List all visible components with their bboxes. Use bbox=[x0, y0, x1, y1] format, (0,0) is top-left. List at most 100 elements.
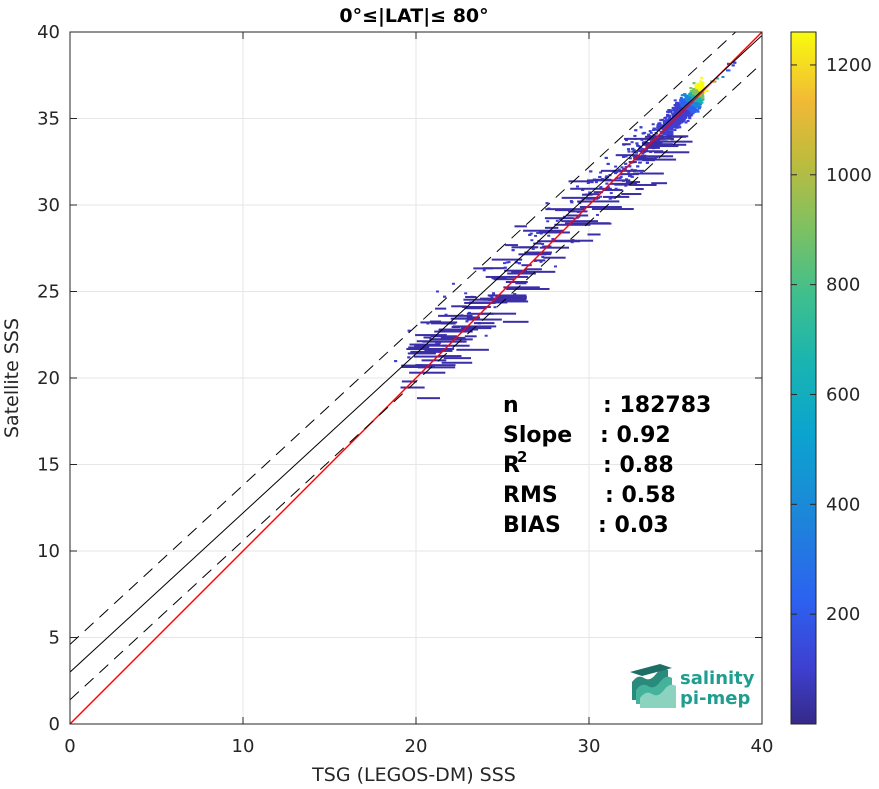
density-cell bbox=[514, 225, 527, 228]
density-cell bbox=[490, 296, 494, 299]
density-cell bbox=[515, 282, 527, 285]
density-cell bbox=[594, 181, 598, 184]
density-cell bbox=[451, 282, 455, 285]
density-cell bbox=[674, 109, 678, 112]
density-cell bbox=[530, 239, 534, 242]
density-cell bbox=[688, 96, 692, 99]
density-cell bbox=[689, 104, 693, 107]
density-cell bbox=[699, 101, 703, 104]
density-cell bbox=[692, 92, 696, 95]
density-cell bbox=[698, 99, 702, 102]
density-cell bbox=[679, 100, 683, 103]
density-cell bbox=[479, 297, 501, 300]
stat-value: : 182783 bbox=[603, 393, 711, 418]
density-cell bbox=[581, 197, 585, 200]
density-cell bbox=[615, 170, 619, 173]
density-cell bbox=[524, 251, 552, 254]
chart-title: 0°≤|LAT|≤ 80° bbox=[339, 5, 488, 27]
density-cell bbox=[692, 101, 696, 104]
density-cell bbox=[680, 105, 684, 108]
density-cell bbox=[568, 180, 590, 183]
density-cell bbox=[543, 256, 566, 259]
density-cell bbox=[544, 226, 559, 229]
density-cell bbox=[407, 356, 411, 359]
density-cell bbox=[461, 327, 492, 330]
density-cell bbox=[407, 352, 436, 355]
density-cell bbox=[531, 247, 535, 250]
density-cell bbox=[683, 93, 687, 96]
density-cell bbox=[675, 111, 679, 114]
density-cell bbox=[676, 126, 680, 129]
density-cell bbox=[511, 246, 537, 249]
density-cell bbox=[661, 132, 665, 135]
density-cell bbox=[570, 222, 612, 225]
density-cell bbox=[544, 217, 574, 220]
density-cell bbox=[408, 346, 430, 349]
density-cell bbox=[675, 124, 679, 127]
density-cell bbox=[599, 186, 603, 189]
density-cell bbox=[701, 81, 705, 84]
density-cell bbox=[606, 162, 610, 165]
density-cell bbox=[546, 220, 550, 223]
density-cell bbox=[575, 216, 579, 219]
density-cell bbox=[554, 223, 591, 226]
density-cell bbox=[679, 96, 683, 99]
density-cell bbox=[464, 335, 477, 338]
density-cell bbox=[684, 109, 688, 112]
density-cell bbox=[602, 189, 623, 192]
density-cell bbox=[668, 134, 672, 137]
density-cell bbox=[503, 262, 507, 265]
density-cell bbox=[686, 107, 690, 110]
density-cell bbox=[422, 340, 467, 343]
density-cell bbox=[685, 108, 689, 111]
density-cell bbox=[482, 269, 486, 272]
density-cell bbox=[452, 325, 497, 328]
density-cell bbox=[641, 154, 645, 157]
density-cell bbox=[653, 151, 690, 154]
density-cell bbox=[686, 99, 690, 102]
colorbar-tick-label: 600 bbox=[826, 384, 860, 405]
density-cell bbox=[699, 83, 703, 86]
density-cell bbox=[694, 85, 698, 88]
density-cell bbox=[633, 134, 637, 137]
density-cell bbox=[678, 117, 682, 120]
density-cell bbox=[637, 145, 641, 148]
density-cell bbox=[624, 139, 628, 142]
density-cell bbox=[644, 137, 674, 140]
density-cell bbox=[682, 115, 686, 118]
density-cell bbox=[415, 334, 447, 337]
density-cell bbox=[672, 114, 676, 117]
density-cell bbox=[614, 165, 618, 168]
density-cell bbox=[547, 234, 551, 237]
density-cell bbox=[671, 121, 675, 124]
density-cell bbox=[538, 253, 552, 256]
density-cell bbox=[622, 156, 626, 159]
density-cell bbox=[505, 261, 509, 264]
density-cell bbox=[401, 364, 416, 367]
density-cell bbox=[529, 232, 533, 235]
density-cell bbox=[678, 119, 682, 122]
density-cell bbox=[627, 150, 631, 153]
density-cell bbox=[486, 297, 527, 300]
density-cell bbox=[670, 128, 674, 131]
density-cell bbox=[672, 108, 676, 111]
density-cell bbox=[479, 312, 517, 315]
density-cell bbox=[487, 294, 527, 297]
density-cell bbox=[641, 132, 645, 135]
density-cell bbox=[700, 76, 704, 79]
density-cell bbox=[682, 108, 686, 111]
density-cell bbox=[652, 127, 656, 130]
density-cell bbox=[503, 266, 507, 269]
density-cell bbox=[687, 97, 691, 100]
density-cell bbox=[663, 122, 667, 125]
density-cell bbox=[636, 165, 640, 168]
density-cell bbox=[513, 293, 517, 296]
density-cell bbox=[619, 175, 623, 178]
density-cell bbox=[441, 328, 471, 331]
density-cell bbox=[673, 99, 677, 102]
density-cell bbox=[664, 129, 668, 132]
density-cell bbox=[673, 129, 677, 132]
statistics-panel: n: 182783 Slope: 0.92 R2: 0.88 RMS: 0.58 BIA… bbox=[503, 393, 711, 538]
density-cell bbox=[686, 119, 690, 122]
density-cell bbox=[507, 261, 511, 264]
